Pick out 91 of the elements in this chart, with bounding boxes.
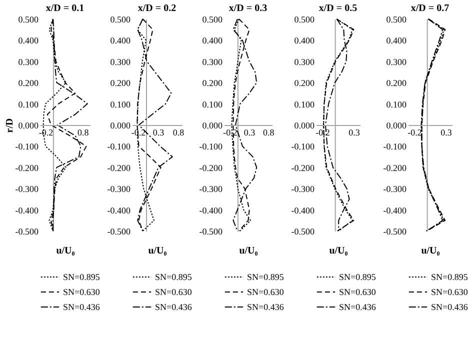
y-tick-label: 0.300: [202, 56, 223, 67]
y-tick-label: 0.500: [110, 14, 131, 24]
y-tick-label: -0.500: [199, 226, 223, 236]
x-axis-title: u/U₀: [329, 246, 348, 256]
y-tick-label: -0.400: [199, 205, 223, 216]
y-tick-label: 0.500: [386, 14, 407, 24]
y-tick-label: -0.500: [15, 226, 39, 236]
y-tick-label: -0.200: [199, 162, 223, 173]
x-tick-label: 0.8: [77, 128, 90, 138]
y-tick-label: -0.200: [383, 162, 407, 173]
x-tick-label: 0.8: [172, 128, 185, 138]
chart-title: x/D = 0.7: [410, 3, 450, 14]
legend-label: SN=0.630: [247, 287, 284, 297]
legend-label: SN=0.895: [63, 272, 100, 282]
legend-label: SN=0.436: [247, 302, 284, 312]
y-tick-label: -0.400: [107, 205, 131, 216]
y-tick-label: 0.000: [18, 120, 39, 130]
y-tick-label: -0.100: [383, 142, 407, 152]
y-tick-label: 0.300: [294, 56, 315, 67]
x-tick-label: -0.2: [408, 128, 422, 138]
y-tick-label: -0.300: [291, 184, 315, 194]
legend-label: SN=0.895: [339, 272, 376, 282]
y-tick-label: -0.100: [15, 142, 39, 152]
x-tick-label: 0.3: [440, 128, 452, 138]
y-tick-label: -0.300: [383, 184, 407, 194]
y-tick-label: 0.000: [386, 120, 407, 130]
y-tick-label: 0.300: [110, 56, 131, 67]
y-tick-label: 0.000: [294, 120, 315, 130]
y-tick-label: 0.400: [202, 36, 223, 46]
legend-label: SN=0.436: [339, 302, 376, 312]
y-tick-label: 0.200: [202, 78, 223, 88]
y-tick-label: 0.400: [386, 36, 407, 46]
y-tick-label: 0.200: [386, 78, 407, 88]
y-axis-title: r/D: [4, 118, 16, 133]
chart-title: x/D = 0.5: [318, 3, 358, 14]
y-tick-label: -0.200: [291, 162, 315, 173]
x-tick-label: 0.8: [263, 128, 275, 138]
x-axis-title: u/U₀: [239, 246, 258, 256]
y-tick-label: -0.400: [383, 205, 407, 216]
y-tick-label: 0.500: [294, 14, 315, 24]
legend-label: SN=0.895: [155, 272, 192, 282]
x-tick-label: 0.3: [348, 128, 360, 138]
y-tick-label: 0.400: [294, 36, 315, 46]
y-tick-label: 0.000: [110, 120, 131, 130]
y-tick-label: 0.100: [294, 99, 315, 110]
y-tick-label: 0.400: [110, 36, 131, 46]
chart-title: x/D = 0.2: [138, 3, 176, 14]
legend-label: SN=0.630: [431, 287, 468, 297]
x-tick-label: -0.2: [223, 128, 238, 138]
legend-label: SN=0.895: [247, 272, 284, 282]
y-tick-label: 0.300: [386, 56, 407, 67]
y-tick-label: 0.500: [18, 14, 39, 24]
y-tick-label: -0.400: [15, 205, 39, 216]
y-tick-label: -0.300: [15, 184, 39, 194]
chart-title: x/D = 0.3: [228, 3, 268, 14]
x-tick-label: 0.3: [244, 128, 256, 138]
y-tick-label: 0.200: [294, 78, 315, 88]
y-tick-label: 0.200: [110, 78, 131, 88]
y-tick-label: 0.100: [110, 99, 131, 110]
chart-title: x/D = 0.1: [46, 3, 84, 14]
y-tick-label: -0.100: [291, 142, 315, 152]
y-tick-label: -0.300: [199, 184, 223, 194]
legend-label: SN=0.436: [431, 302, 468, 312]
y-tick-label: 0.200: [18, 78, 39, 88]
legend-label: SN=0.436: [63, 302, 100, 312]
y-tick-label: 0.500: [202, 14, 223, 24]
legend-label: SN=0.436: [155, 302, 192, 312]
y-tick-label: -0.500: [107, 226, 131, 236]
legend-label: SN=0.630: [339, 287, 376, 297]
y-tick-label: -0.100: [107, 142, 131, 152]
x-tick-label: -0.2: [38, 128, 54, 138]
y-tick-label: 0.100: [18, 99, 39, 110]
y-tick-label: -0.400: [291, 205, 315, 216]
y-tick-label: -0.200: [107, 162, 131, 173]
y-tick-label: -0.100: [199, 142, 223, 152]
y-tick-label: 0.000: [202, 120, 223, 130]
legend-label: SN=0.630: [63, 287, 100, 297]
x-tick-label: 0.3: [152, 128, 165, 138]
legend-label: SN=0.630: [155, 287, 192, 297]
y-tick-label: 0.100: [202, 99, 223, 110]
y-tick-label: 0.400: [18, 36, 39, 46]
y-tick-label: 0.100: [386, 99, 407, 110]
y-tick-label: -0.500: [383, 226, 407, 236]
x-axis-title: u/U₀: [148, 246, 167, 256]
x-axis-title: u/U₀: [56, 246, 75, 256]
legend-label: SN=0.895: [431, 272, 468, 282]
y-tick-label: -0.500: [291, 226, 315, 236]
y-tick-label: -0.300: [107, 184, 131, 194]
y-tick-label: 0.300: [18, 56, 39, 67]
x-axis-title: u/U₀: [421, 246, 440, 256]
y-tick-label: -0.200: [15, 162, 39, 173]
